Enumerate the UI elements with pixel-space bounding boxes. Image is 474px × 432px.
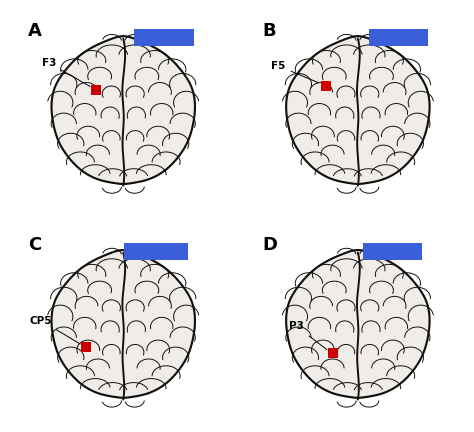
Point <box>322 83 330 89</box>
Text: A: A <box>28 22 42 40</box>
Text: F5: F5 <box>272 61 319 83</box>
Bar <box>369 29 428 46</box>
Polygon shape <box>52 36 195 184</box>
Point <box>92 86 100 93</box>
Text: B: B <box>263 22 276 40</box>
Text: P3: P3 <box>289 321 327 349</box>
Polygon shape <box>286 36 429 184</box>
Text: D: D <box>263 236 277 254</box>
Bar <box>134 29 194 46</box>
Text: C: C <box>28 236 41 254</box>
Text: CP5: CP5 <box>30 315 80 344</box>
Polygon shape <box>286 250 429 398</box>
Bar <box>363 243 422 260</box>
Point <box>329 350 337 357</box>
Point <box>82 344 90 351</box>
Text: F3: F3 <box>42 58 90 86</box>
Polygon shape <box>52 250 195 398</box>
Bar <box>124 243 188 260</box>
